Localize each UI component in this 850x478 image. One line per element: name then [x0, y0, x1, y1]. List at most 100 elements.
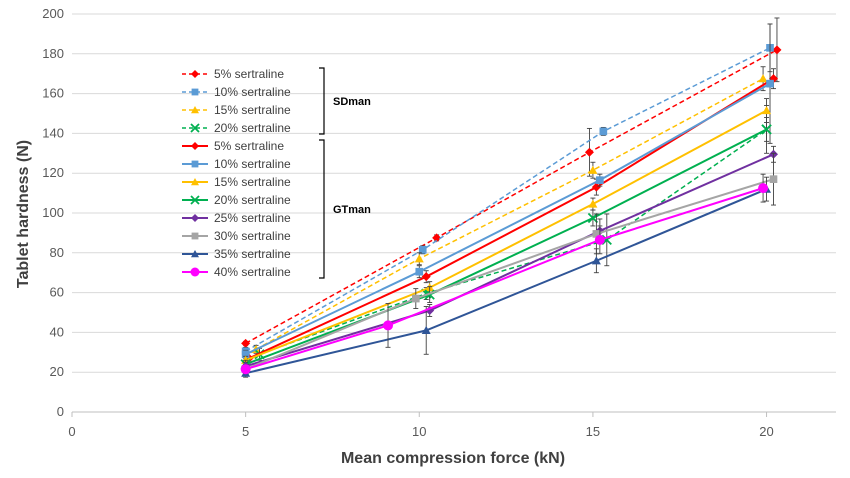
series-SDman-15-sertraline	[251, 66, 768, 354]
y-tick-label: 200	[42, 6, 64, 21]
legend-label: 15% sertraline	[214, 103, 291, 117]
data-point	[418, 245, 427, 254]
data-point	[772, 45, 782, 55]
bracket-line	[319, 139, 325, 279]
legend-marker	[191, 142, 199, 150]
legend-marker	[190, 267, 200, 277]
series-GTman-30-sertraline	[241, 152, 778, 374]
data-point	[596, 176, 604, 184]
legend-marker	[191, 160, 199, 168]
legend-label: 5% sertraline	[214, 139, 284, 153]
data-point	[761, 124, 772, 135]
series-line	[255, 78, 764, 350]
y-tick-label: 100	[42, 205, 64, 220]
data-point	[769, 175, 778, 183]
legend-marker	[191, 250, 199, 258]
y-tick-label: 160	[42, 86, 64, 101]
legend-entry: 15% sertraline	[182, 103, 291, 117]
legend-label: 5% sertraline	[214, 67, 284, 81]
series-line	[245, 187, 764, 371]
legend-label: 40% sertraline	[214, 265, 291, 279]
data-point	[588, 199, 598, 208]
series-line	[245, 128, 767, 366]
data-point	[414, 254, 424, 263]
data-point	[758, 74, 768, 83]
legend-label: 25% sertraline	[214, 211, 291, 225]
gridlines	[72, 13, 836, 373]
series-line	[245, 188, 767, 375]
legend-entry: 10% sertraline	[182, 85, 291, 99]
y-tick-label: 0	[57, 404, 64, 419]
series-line	[245, 109, 768, 362]
y-tick-label: 180	[42, 46, 64, 61]
data-point	[766, 79, 774, 88]
data-point	[241, 350, 250, 359]
data-point	[411, 294, 420, 303]
series-GTman-5-sertraline	[244, 68, 778, 365]
legend-entry: 5% sertraline	[182, 139, 284, 153]
legend-label: 35% sertraline	[214, 247, 291, 261]
group-bracket-sdman: SDman	[319, 67, 371, 135]
data-point	[432, 233, 442, 243]
legend-entry: 30% sertraline	[182, 229, 291, 243]
legend-marker	[191, 88, 199, 96]
series-line	[259, 128, 767, 355]
legend-label: 10% sertraline	[214, 157, 291, 171]
series-GTman-40-sertraline	[240, 173, 769, 375]
bracket-line	[319, 67, 325, 135]
data-point	[421, 325, 431, 335]
legend-marker	[191, 70, 199, 78]
data-point	[591, 182, 601, 192]
data-point	[599, 127, 608, 136]
legend-entry: 15% sertraline	[182, 175, 291, 189]
data-point	[421, 272, 431, 282]
x-tick-label: 20	[759, 424, 773, 439]
data-point	[762, 106, 772, 115]
x-tick-label: 5	[242, 424, 249, 439]
data-point	[415, 267, 424, 276]
data-point	[587, 212, 599, 224]
group-label: SDman	[333, 96, 371, 108]
legend-marker	[191, 232, 199, 240]
legend-entry: 5% sertraline	[182, 67, 284, 81]
legend-entry: 20% sertraline	[182, 121, 291, 135]
legend-entry: 10% sertraline	[182, 157, 291, 171]
series-layer	[240, 17, 782, 378]
series-line	[245, 153, 774, 368]
y-tick-label: 20	[50, 364, 64, 379]
legend-entry: 20% sertraline	[182, 193, 291, 207]
data-point	[584, 147, 594, 157]
series-SDman-20-sertraline	[254, 105, 772, 361]
y-tick-label: 40	[50, 324, 64, 339]
data-point	[241, 338, 251, 348]
axes: 0 20 40 60 80 100 120 140 160 180 200 0 5 10 15 20	[42, 6, 836, 439]
legend-label: 10% sertraline	[214, 85, 291, 99]
series-line	[245, 47, 771, 352]
legend-label: 20% sertraline	[214, 193, 291, 207]
x-tick-label: 10	[412, 424, 426, 439]
y-tick-label: 120	[42, 165, 64, 180]
y-axis-title: Tablet hardness (N)	[15, 140, 32, 288]
group-bracket-gtman: GTman	[319, 139, 371, 279]
legend-label: 15% sertraline	[214, 175, 291, 189]
data-point	[240, 364, 251, 375]
series-SDman-5-sertraline	[241, 17, 782, 348]
legend-label: 20% sertraline	[214, 121, 291, 135]
legend-marker	[190, 195, 200, 205]
y-tick-label: 140	[42, 125, 64, 140]
series-GTman-10-sertraline	[241, 23, 774, 359]
series-line	[245, 178, 774, 371]
legend-marker	[191, 178, 199, 186]
data-point	[592, 230, 601, 238]
x-tick-label: 0	[68, 424, 75, 439]
data-point	[588, 165, 598, 174]
data-point	[758, 183, 769, 194]
series-line	[245, 49, 778, 345]
series-line	[245, 82, 771, 356]
data-point	[383, 320, 394, 331]
legend-entry: 25% sertraline	[182, 211, 291, 225]
y-tick-label: 80	[50, 245, 64, 260]
legend-marker	[191, 106, 199, 114]
x-axis-title: Mean compression force (kN)	[341, 450, 565, 467]
